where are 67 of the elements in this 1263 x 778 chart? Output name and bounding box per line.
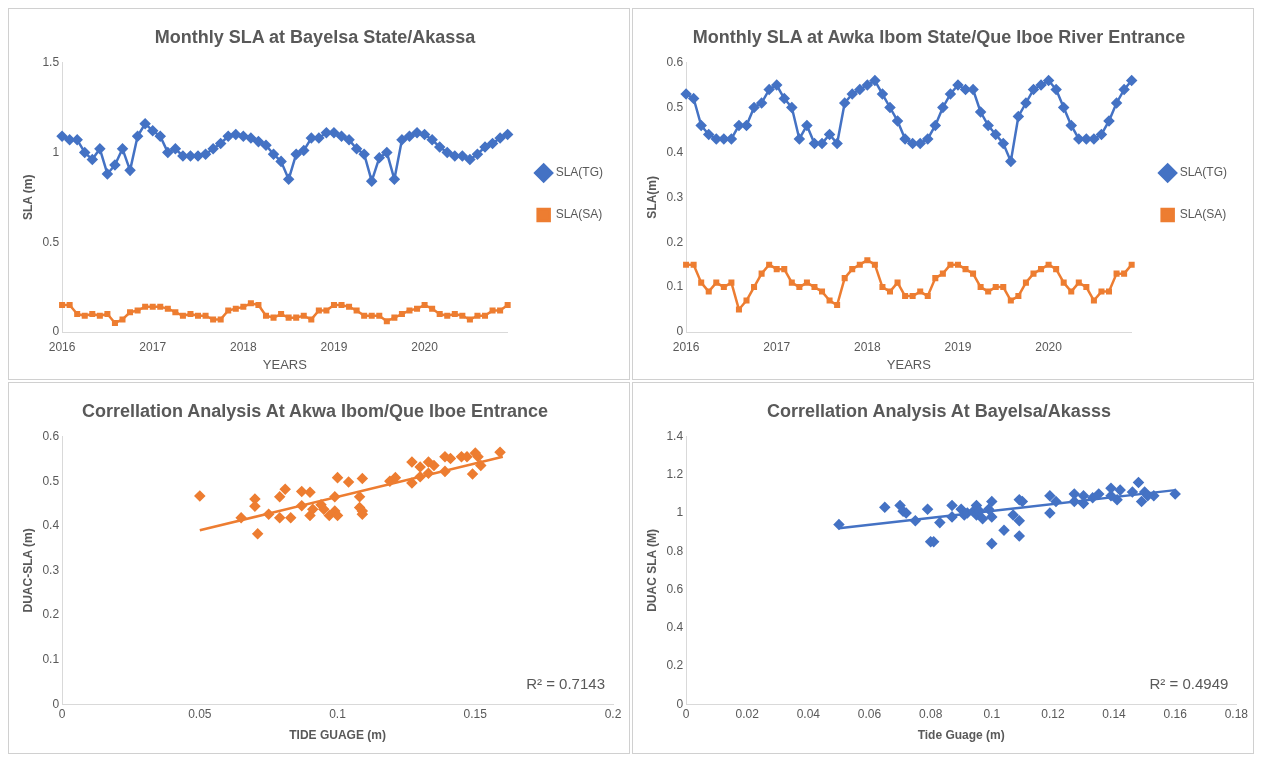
x-tick-label: 0.12: [1041, 706, 1065, 721]
x-tick-label: 2019: [320, 339, 348, 354]
y-tick-label: 0.2: [666, 658, 684, 673]
y-axis-title: DUAC-SLA (m): [20, 528, 35, 613]
chart-title: Monthly SLA at Awka Ibom State/Que Iboe River Entrance: [692, 26, 1186, 47]
y-tick-label: 0: [676, 324, 684, 339]
x-tick-label: 2019: [944, 339, 972, 354]
x-tick-label: 0.14: [1102, 706, 1127, 721]
y-tick-label: 0.2: [666, 234, 684, 249]
y-tick-label: 0.4: [666, 144, 684, 159]
x-tick-label: 0.15: [463, 706, 488, 721]
x-tick-label: 0.08: [918, 706, 943, 721]
x-axis-title: TIDE GUAGE (m): [289, 728, 386, 743]
y-tick-label: 0.8: [666, 543, 684, 558]
x-axis-title: YEARS: [886, 356, 932, 372]
y-tick-label: 0: [676, 696, 684, 711]
chart-title: Monthly SLA at Bayelsa State/Akassa: [154, 26, 477, 47]
y-tick-label: 0: [52, 696, 60, 711]
y-tick-label: 1: [52, 144, 60, 159]
x-tick-label: 2018: [853, 339, 881, 354]
y-axis-title: SLA (m): [20, 174, 35, 221]
x-tick-label: 0.1: [329, 706, 347, 721]
chart-title: Correllation Analysis At Akwa Ibom/Que Iboe Entrance: [81, 400, 549, 421]
x-tick-label: 2017: [763, 339, 791, 354]
y-tick-label: 0.3: [42, 562, 60, 577]
legend-label: SLA(TG): [555, 165, 604, 180]
y-tick-label: 1.2: [666, 467, 684, 482]
x-tick-label: 0.02: [735, 706, 760, 721]
x-tick-label: 0.05: [188, 706, 212, 721]
x-tick-label: 0.04: [796, 706, 821, 721]
x-tick-label: 0.18: [1224, 706, 1249, 721]
y-tick-label: 0.4: [666, 620, 684, 635]
y-tick-label: 0.6: [666, 581, 684, 596]
y-tick-label: 0.6: [666, 54, 684, 69]
x-tick-label: 0.16: [1163, 706, 1188, 721]
legend-label: SLA(TG): [1179, 165, 1228, 180]
y-tick-label: 0.2: [42, 607, 60, 622]
y-tick-label: 1.4: [666, 428, 684, 443]
y-tick-label: 1: [676, 505, 684, 520]
annotation: R² = 0.7143: [526, 674, 605, 692]
x-tick-label: 0.06: [857, 706, 882, 721]
x-axis-title: YEARS: [262, 356, 308, 372]
y-tick-label: 0: [52, 324, 60, 339]
x-tick-label: 2020: [1035, 339, 1063, 354]
x-tick-label: 2016: [48, 339, 76, 354]
legend-label: SLA(SA): [1179, 207, 1227, 222]
y-tick-label: 0.5: [42, 234, 60, 249]
y-tick-label: 0.1: [42, 651, 60, 666]
y-tick-label: 0.6: [42, 428, 60, 443]
y-tick-label: 0.3: [666, 189, 684, 204]
x-tick-label: 2018: [229, 339, 257, 354]
x-tick-label: 0.2: [604, 706, 622, 721]
y-tick-label: 0.5: [42, 473, 60, 488]
chart-title: Correllation Analysis At Bayelsa/Akasss: [767, 400, 1111, 421]
y-axis-title: SLA(m): [644, 175, 659, 219]
y-axis-title: DUAC SLA (M): [644, 528, 659, 612]
y-tick-label: 0.4: [42, 518, 60, 533]
legend-label: SLA(SA): [555, 207, 603, 222]
y-tick-label: 0.5: [666, 99, 684, 114]
x-tick-label: 0.1: [983, 706, 1001, 721]
y-tick-label: 0.1: [666, 279, 684, 294]
x-tick-label: 2020: [411, 339, 439, 354]
annotation: R² = 0.4949: [1149, 674, 1229, 692]
x-tick-label: 2017: [139, 339, 167, 354]
x-axis-title: Tide Guage (m): [917, 728, 1005, 743]
x-tick-label: 2016: [672, 339, 700, 354]
y-tick-label: 1.5: [42, 54, 60, 69]
